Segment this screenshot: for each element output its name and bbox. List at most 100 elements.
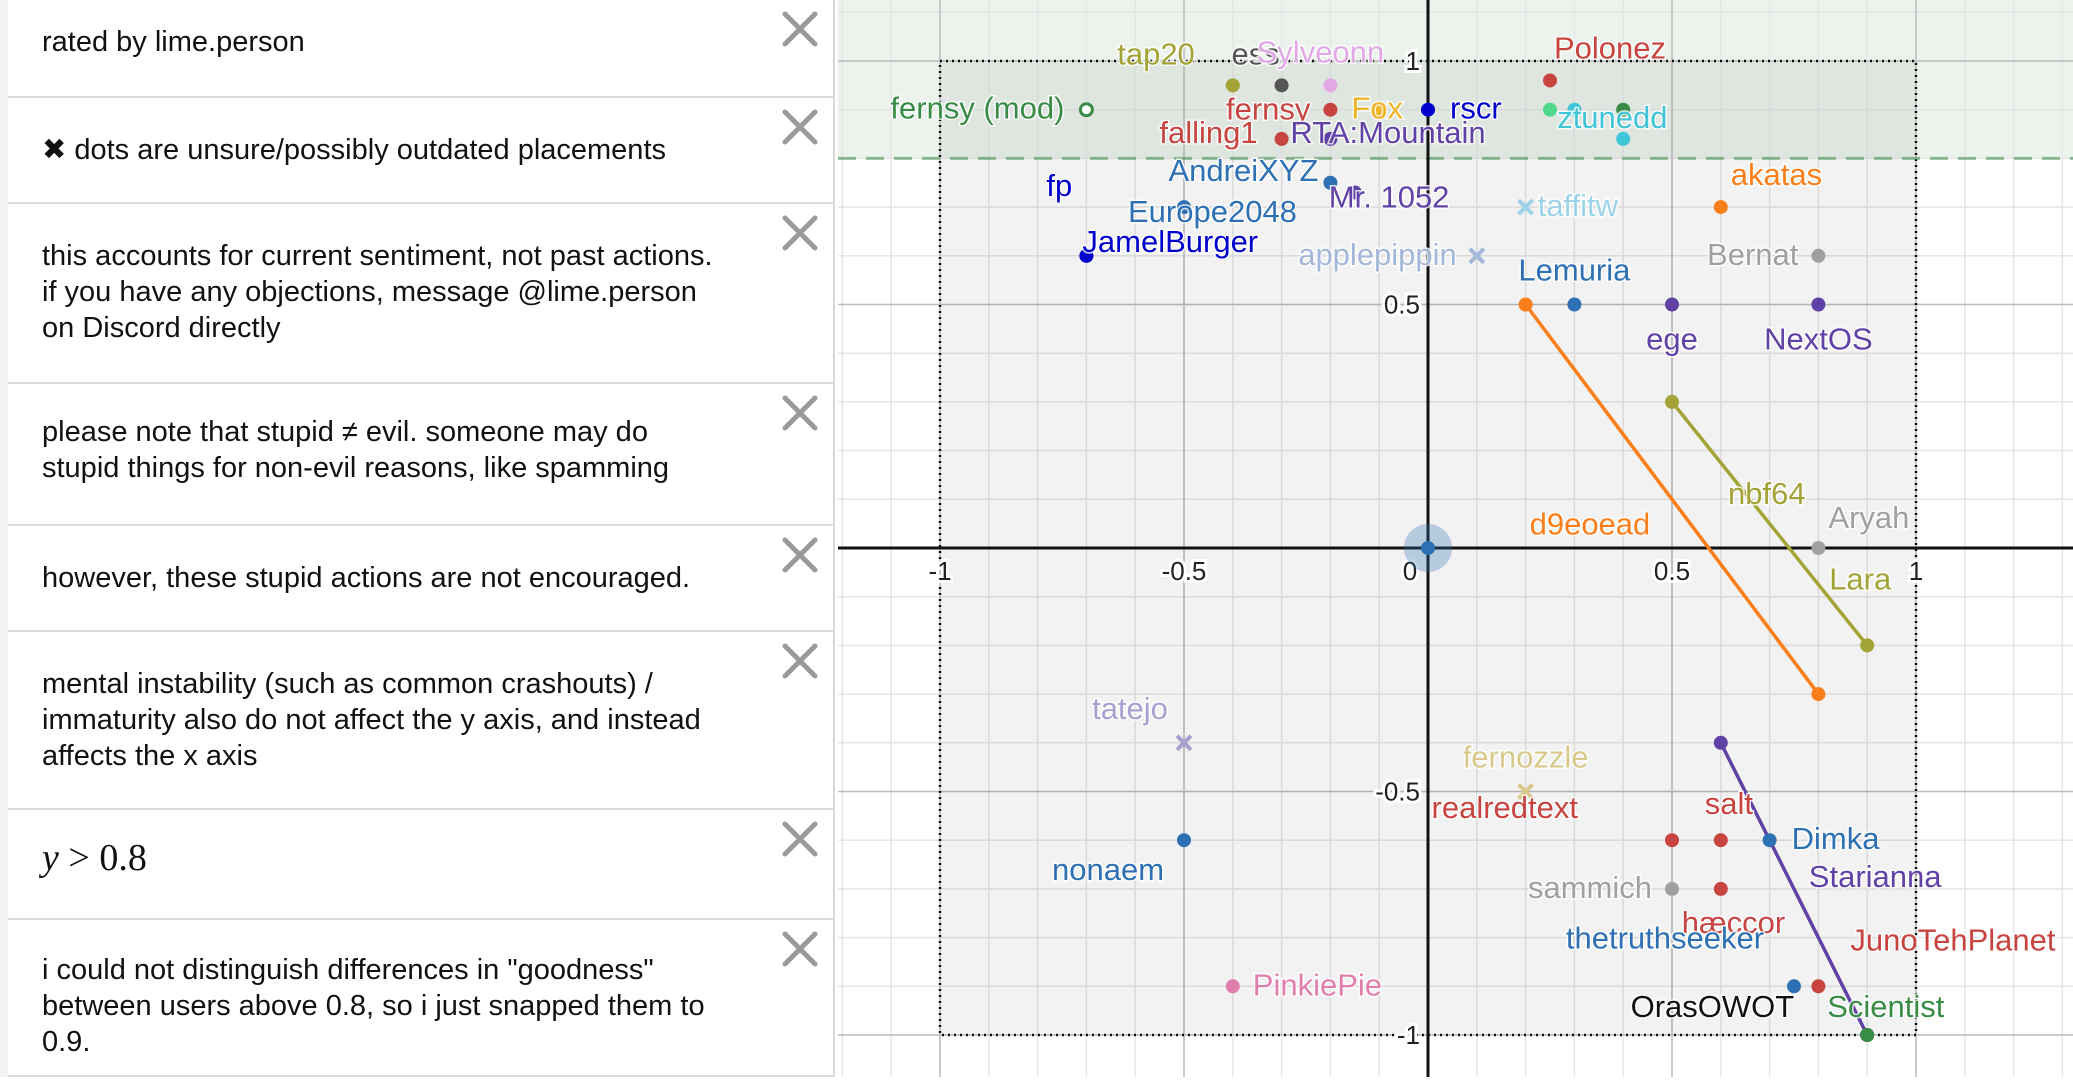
expression-note[interactable]: ✖ dots are unsure/possibly outdated plac…: [42, 134, 666, 166]
delete-expression-icon[interactable]: [779, 534, 821, 576]
point-label: Lemuria: [1518, 253, 1631, 288]
data-point[interactable]: [1787, 979, 1801, 994]
data-point[interactable]: [1347, 185, 1362, 200]
expression-row[interactable]: rated by lime.person: [8, 0, 835, 98]
data-point[interactable]: [1713, 200, 1728, 215]
data-point[interactable]: [1860, 638, 1875, 653]
delete-expression-icon[interactable]: [779, 640, 821, 682]
connector-segment: [1524, 303, 1820, 696]
data-point[interactable]: [1665, 394, 1679, 409]
data-point[interactable]: [1421, 102, 1435, 117]
data-point[interactable]: [1665, 297, 1679, 312]
data-point[interactable]: [1323, 175, 1338, 190]
expression-row[interactable]: ✖ dots are unsure/possibly outdated plac…: [8, 98, 835, 204]
data-point[interactable]: [1811, 541, 1826, 555]
uncertain-point-marker[interactable]: [1517, 783, 1535, 800]
data-point[interactable]: [1177, 833, 1191, 848]
data-point[interactable]: [1225, 78, 1240, 93]
data-point[interactable]: [1079, 248, 1094, 263]
data-point[interactable]: [1811, 687, 1826, 702]
expression-note[interactable]: rated by lime.person: [42, 26, 305, 58]
graph-plot[interactable]: -1 -0.5 0 0.5 1 -1 -0.5 0.5 1 fernsy (mod) tap20 es…: [838, 0, 2073, 1077]
point-label: Europe2048: [1128, 194, 1297, 229]
data-point[interactable]: [1274, 78, 1289, 93]
point-label: fp: [1046, 168, 1072, 203]
data-point[interactable]: [1567, 102, 1582, 117]
data-point[interactable]: [1543, 102, 1557, 117]
data-point[interactable]: [1323, 78, 1338, 93]
expression-row[interactable]: y > 0.8: [8, 810, 835, 920]
point-label: ege: [1646, 322, 1698, 357]
data-point[interactable]: [1323, 131, 1338, 146]
data-point[interactable]: [1665, 881, 1679, 896]
delete-expression-icon[interactable]: [779, 392, 821, 434]
uncertain-point-stroke: [1175, 734, 1193, 752]
point-label: sammich: [1528, 870, 1652, 905]
expression-row[interactable]: however, these stupid actions are not en…: [8, 526, 835, 632]
expression-note[interactable]: however, these stupid actions are not en…: [42, 562, 691, 594]
point-label: taffitw: [1538, 188, 1619, 223]
data-point[interactable]: [1543, 73, 1557, 88]
expression-note[interactable]: please note that stupid ≠ evil. someone …: [42, 416, 670, 484]
data-point[interactable]: [1811, 979, 1826, 994]
point-label: PinkiePie: [1253, 967, 1382, 1002]
data-point[interactable]: [1811, 297, 1826, 312]
point-label: realredtext: [1432, 790, 1579, 825]
data-point[interactable]: [1665, 833, 1679, 848]
point-label: Starianna: [1809, 859, 1942, 894]
expression-note[interactable]: i could not distinguish differences in "…: [42, 954, 705, 1058]
data-point[interactable]: [1713, 833, 1728, 848]
data-point[interactable]: [1274, 131, 1289, 146]
x-tick-label: 0: [1403, 556, 1417, 586]
delete-expression-icon[interactable]: [779, 8, 821, 50]
data-point[interactable]: [1323, 102, 1338, 117]
expression-note[interactable]: this accounts for current sentiment, not…: [42, 240, 713, 344]
expression-row[interactable]: i could not distinguish differences in "…: [8, 920, 835, 1077]
uncertain-point-marker[interactable]: [1175, 734, 1193, 752]
data-point[interactable]: [1616, 131, 1631, 146]
data-point[interactable]: [1811, 248, 1826, 263]
expression-row[interactable]: this accounts for current sentiment, not…: [8, 204, 835, 384]
math-operator: >: [58, 837, 100, 879]
point-label: rscr: [1450, 91, 1502, 126]
point-label: Lara: [1829, 561, 1892, 596]
graph-canvas[interactable]: -1 -0.5 0 0.5 1 -1 -0.5 0.5 1 fernsy (mod) tap20 es…: [838, 0, 2073, 1077]
point-label: Bernat: [1707, 237, 1799, 272]
delete-expression-icon[interactable]: [779, 212, 821, 254]
expression-note[interactable]: mental instability (such as common crash…: [42, 668, 701, 772]
hollow-point[interactable]: [1078, 102, 1094, 118]
point-label: akatas: [1731, 157, 1822, 192]
data-point[interactable]: [1713, 735, 1728, 750]
delete-expression-icon[interactable]: [779, 928, 821, 970]
data-point[interactable]: [1567, 297, 1582, 312]
data-point[interactable]: [1860, 1028, 1875, 1042]
uncertain-point-marker[interactable]: [1468, 247, 1486, 265]
data-point[interactable]: [1372, 102, 1387, 117]
data-point[interactable]: [1762, 833, 1777, 848]
expression-math[interactable]: y > 0.8: [42, 837, 725, 879]
uncertain-point-stroke: [1517, 783, 1535, 800]
expression-row[interactable]: please note that stupid ≠ evil. someone …: [8, 384, 835, 526]
point-label: d9eoead: [1530, 507, 1651, 542]
point-label: nonaem: [1052, 852, 1164, 887]
data-point[interactable]: [1713, 881, 1728, 896]
point-label: Sylveonn: [1257, 34, 1385, 69]
data-point[interactable]: [1518, 297, 1533, 312]
expression-row[interactable]: mental instability (such as common crash…: [8, 632, 835, 810]
point-label: hæccor: [1682, 905, 1785, 940]
point-label: fernsy: [1226, 92, 1311, 127]
data-point[interactable]: [1616, 102, 1631, 117]
point-label: nbf64: [1728, 476, 1806, 511]
delete-expression-icon[interactable]: [779, 106, 821, 148]
uncertain-point-marker[interactable]: [1517, 198, 1535, 216]
data-point[interactable]: [1225, 979, 1240, 994]
data-point[interactable]: [1177, 200, 1191, 215]
origin-point[interactable]: [1421, 541, 1435, 555]
y-tick-label: 1: [1406, 46, 1420, 76]
x-tick-label: 0.5: [1654, 556, 1690, 586]
point-label: salt: [1705, 786, 1754, 821]
delete-expression-icon[interactable]: [779, 818, 821, 860]
math-number: 0.8: [99, 837, 147, 879]
point-label: JunoTehPlanet: [1850, 922, 2055, 957]
point-label: Scientist: [1827, 989, 1945, 1024]
